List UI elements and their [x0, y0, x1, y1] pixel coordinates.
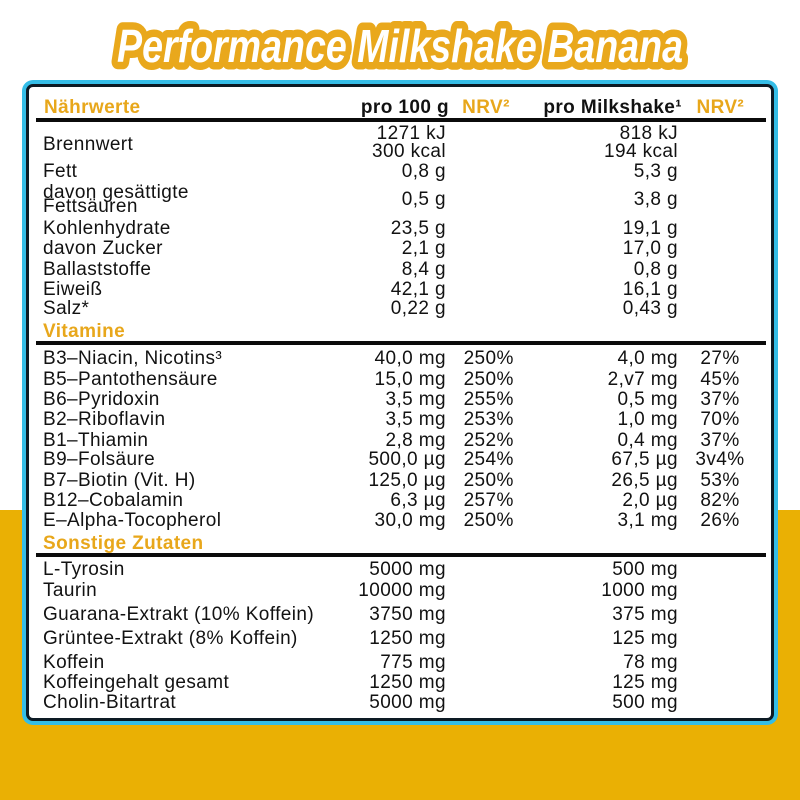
- svg-text:Performance Milkshake Banana: Performance Milkshake Banana: [117, 20, 683, 72]
